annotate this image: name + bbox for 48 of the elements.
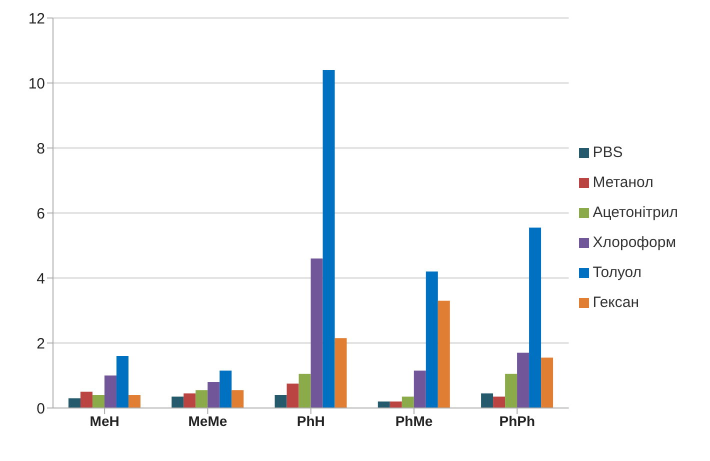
bar (334, 338, 347, 408)
bar (505, 374, 518, 408)
bar (517, 352, 530, 408)
y-tick-label: 12 (28, 10, 45, 28)
y-tick-label: 2 (36, 335, 45, 352)
x-tick-label: PhPh (499, 412, 536, 429)
bar (481, 393, 494, 408)
bar (286, 384, 299, 408)
y-tick-label: 10 (28, 75, 45, 92)
legend-label: Толуол (592, 264, 642, 281)
x-tick-label: MeMe (188, 412, 228, 429)
bar (378, 402, 390, 408)
bar (128, 395, 140, 408)
bar (298, 374, 311, 408)
bar (80, 392, 92, 408)
bar (92, 395, 104, 408)
bar (104, 376, 116, 408)
y-tick-label: 4 (36, 270, 45, 288)
legend-label: Метанол (592, 174, 654, 191)
bar (529, 228, 542, 408)
y-tick-label: 8 (36, 140, 45, 158)
bar (414, 370, 426, 408)
y-tick-label: 0 (36, 400, 45, 418)
bar (116, 356, 128, 408)
bar (426, 272, 438, 408)
bar (208, 382, 220, 408)
legend-label: Гексан (592, 294, 640, 311)
y-tick-label: 6 (36, 205, 45, 222)
bar (390, 402, 402, 408)
legend-label: Ацетонітрил (592, 204, 678, 221)
bar (541, 358, 554, 408)
bar (68, 398, 80, 408)
legend-label: Хлороформ (592, 234, 676, 251)
bar (322, 70, 335, 408)
bar (310, 258, 323, 408)
bar (274, 395, 287, 408)
bar (196, 390, 208, 408)
bar (220, 370, 232, 408)
bar (172, 396, 184, 408)
bar (184, 393, 196, 408)
bar (232, 390, 244, 408)
x-tick-label: PhMe (395, 412, 433, 429)
bar (402, 396, 414, 408)
x-tick-label: PhH (296, 412, 325, 429)
bar (493, 396, 506, 408)
x-tick-label: MeH (90, 412, 120, 429)
legend-label: PBS (592, 144, 623, 161)
bar (438, 300, 450, 408)
